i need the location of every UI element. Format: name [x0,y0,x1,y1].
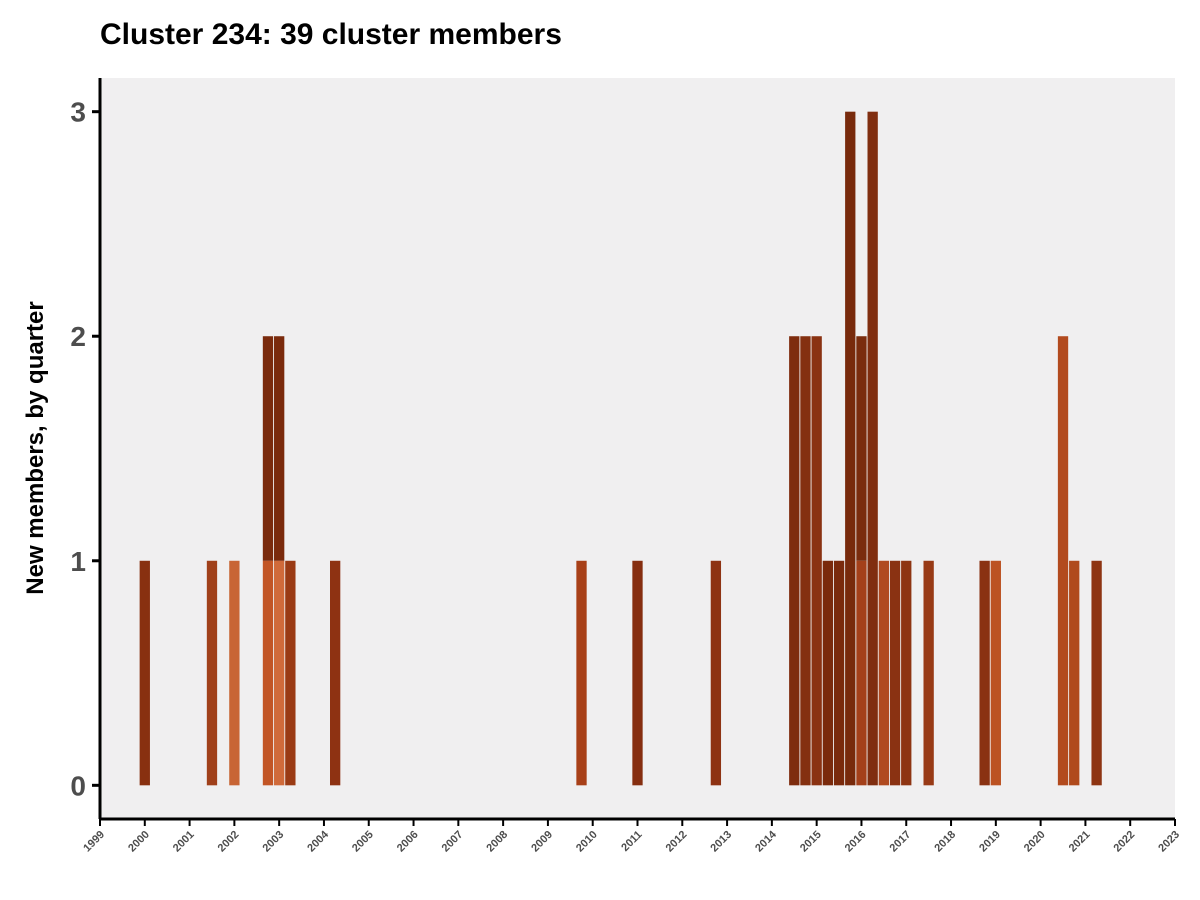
bar-segment [856,336,867,561]
x-tick-label: 2010 [574,829,600,855]
bars-group [139,111,1102,786]
bar-segment [979,560,990,786]
bar-segment [800,336,811,786]
x-tick-label: 2012 [664,829,690,855]
bar-segment [285,560,296,786]
bar-segment [139,560,150,786]
x-tick-label: 2011 [619,829,644,854]
x-tick-label: 2023 [1156,829,1182,855]
y-tick-label: 0 [70,770,86,801]
bar-segment [923,560,934,786]
bar-segment [576,560,587,786]
bar-segment [1069,560,1080,786]
chart-title: Cluster 234: 39 cluster members [100,18,562,51]
x-tick-label: 2021 [1067,829,1093,855]
bar-segment [710,560,722,786]
bar-segment [632,560,643,786]
bar-segment [833,560,845,786]
bar-segment [330,560,341,786]
bar-segment [889,560,901,786]
bar-segment [262,560,274,786]
bar-segment [856,560,867,786]
x-tick-label: 2017 [888,829,914,855]
y-tick-label: 2 [70,321,86,352]
y-tick-label: 1 [70,546,86,577]
bar-segment [262,336,274,561]
bar-segment [1091,560,1102,786]
bar-segment [811,336,822,786]
bar-segment [229,560,240,786]
x-tick-label: 2006 [395,829,421,855]
x-tick-label: 2000 [126,829,152,855]
x-axis: 1999 2000 2001 2002 2003 2004 2005 2006 2007 2008… [81,817,1182,855]
x-tick-label: 2007 [440,829,466,855]
bar-segment [1057,336,1069,786]
bar-segment [990,560,1001,786]
y-axis: 0 1 2 3 [70,78,102,819]
bar-segment [845,111,856,786]
x-tick-label: 2020 [1022,829,1048,855]
x-tick-label: 2002 [216,829,242,855]
bar-segment [822,560,834,786]
x-tick-label: 2022 [1112,829,1138,855]
bar-segment [867,111,878,786]
bar-segment [274,560,285,786]
x-tick-label: 2004 [305,828,331,854]
x-tick-label: 2014 [753,828,779,854]
x-tick-label: 2013 [708,829,734,855]
y-tick-label: 3 [70,97,86,128]
x-tick-label: 2015 [798,829,824,855]
bar-segment [789,336,800,786]
bar-segment [274,336,285,561]
bar-segment [878,560,890,786]
x-tick-label: 2003 [260,829,286,855]
bar-segment [206,560,218,786]
bar-segment [901,560,912,786]
x-tick-label: 2016 [843,829,869,855]
x-tick-label: 1999 [81,829,107,855]
x-tick-label: 2018 [932,829,958,855]
x-tick-label: 2001 [171,829,197,855]
x-tick-label: 2008 [484,829,510,855]
x-tick-label: 2005 [350,829,376,855]
x-tick-label: 2009 [529,829,555,855]
x-tick-label: 2019 [977,829,1003,855]
